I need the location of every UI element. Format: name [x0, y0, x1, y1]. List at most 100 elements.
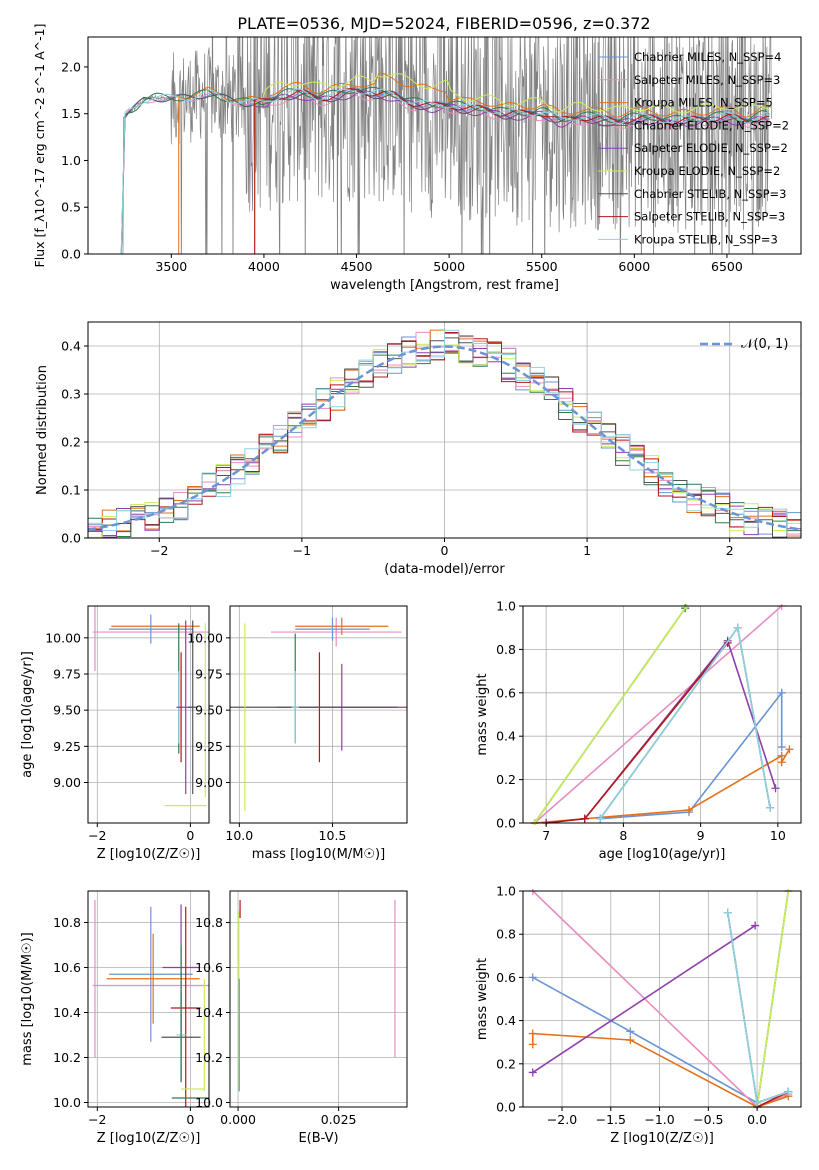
y-axis-label: mass weight	[475, 673, 490, 755]
x-tick-label: 0	[441, 543, 449, 558]
y-tick-label: 10.4	[195, 1005, 223, 1020]
x-tick-label: 10.0	[225, 828, 253, 843]
y-tick-label: 0.0	[61, 247, 81, 262]
model-spectrum	[254, 88, 770, 254]
y-tick-label: 0.4	[61, 339, 81, 354]
series	[530, 604, 794, 825]
y-tick-label: 9.25	[53, 739, 81, 754]
legend-label: Chabrier STELIB, N_SSP=3	[634, 187, 786, 201]
series-marker	[528, 1040, 537, 1049]
y-tick-label: 10.0	[195, 1095, 223, 1110]
y-tick-label: 0.1	[61, 483, 81, 498]
x-axis-label: Z [log10(Z/Z☉)]	[97, 1131, 201, 1146]
legend-label: Kroupa STELIB, N_SSP=3	[634, 232, 778, 246]
y-tick-label: 10.8	[53, 915, 81, 930]
legend-label: Salpeter MILES, N_SSP=3	[634, 73, 780, 87]
y-tick-label: 0.0	[496, 1100, 516, 1115]
x-tick-label: 7	[542, 828, 550, 843]
data-spectrum	[115, 37, 772, 254]
x-tick-label: −0.5	[693, 1112, 723, 1127]
panel-age-vs-mass: 10.0 10.5 9.00 9.25 9.50 9.75 10.00 mass [log10…	[187, 605, 408, 862]
axes-frame	[522, 605, 802, 824]
y-tick-label: 0.8	[496, 642, 516, 657]
axes-frame	[522, 890, 802, 1108]
series-line	[756, 890, 790, 1108]
y-tick-label: 10.8	[195, 915, 223, 930]
series-marker	[733, 623, 742, 632]
panel-spectrum: 3500 4000 4500 5000 5500 6000 6500 0.0 0.5 1.0 1.5…	[32, 24, 802, 293]
y-tick-label: 1.0	[496, 884, 516, 899]
series-marker	[528, 973, 537, 982]
series-marker	[626, 1036, 635, 1045]
y-tick-label: 0.2	[61, 435, 81, 450]
axes-frame	[87, 890, 210, 1108]
x-tick-label: 5000	[433, 259, 465, 274]
errorbars	[92, 606, 209, 807]
x-tick-label: 10.5	[319, 828, 347, 843]
model-spectrum	[120, 88, 770, 254]
x-tick-label: 5500	[526, 259, 558, 274]
errorbars	[230, 617, 407, 812]
x-axis-label: mass [log10(M/M☉)]	[252, 847, 385, 862]
x-tick-label: 0.0	[747, 1112, 767, 1127]
legend-label: Salpeter STELIB, N_SSP=3	[634, 210, 785, 224]
y-axis-label: Normed distribution	[35, 365, 50, 495]
y-tick-label: 10.4	[53, 1005, 81, 1020]
series-marker	[777, 743, 786, 752]
series-marker	[580, 814, 589, 823]
x-tick-label: 6500	[711, 259, 743, 274]
x-tick-label: 10	[770, 828, 786, 843]
legend-label: Salpeter ELODIE, N_SSP=2	[634, 141, 788, 155]
errorbars	[238, 900, 396, 1092]
y-tick-label: 0.4	[496, 729, 516, 744]
x-axis-label: E(B-V)	[298, 1131, 338, 1146]
y-tick-label: 9.75	[195, 666, 223, 681]
series-marker	[528, 1029, 537, 1038]
y-tick-label: 0.2	[496, 1056, 516, 1071]
y-tick-label: 10.6	[195, 960, 223, 975]
x-axis-label: Z [log10(Z/Z☉)]	[97, 847, 201, 862]
series-marker	[777, 758, 786, 767]
x-tick-label: 1	[583, 543, 591, 558]
model-spectrum	[254, 73, 770, 254]
panel-residuals: −2 −1 0 1 2 0.0 0.1 0.2 0.3 0.4 (data-model)/error…	[35, 321, 802, 577]
x-tick-label: −1	[293, 543, 311, 558]
y-tick-label: 9.25	[195, 739, 223, 754]
series	[528, 889, 793, 1109]
legend-label: Kroupa ELODIE, N_SSP=2	[634, 164, 780, 178]
series-marker	[528, 1068, 537, 1077]
axes-frame	[87, 36, 802, 255]
x-tick-label: 0	[186, 1112, 194, 1127]
y-axis-label: mass weight	[475, 958, 490, 1040]
legend-label: Kroupa MILES, N_SSP=5	[634, 96, 773, 110]
series-marker	[766, 803, 775, 812]
series-marker	[723, 908, 732, 917]
model-spectrum	[178, 72, 772, 254]
legend-label: Chabrier MILES, N_SSP=4	[634, 50, 781, 64]
x-tick-label: −1.0	[644, 1112, 674, 1127]
x-tick-label: 0	[186, 828, 194, 843]
series-marker	[751, 921, 760, 930]
y-tick-label: 10.6	[53, 960, 81, 975]
panel-mass-vs-Z: −2 0 10.0 10.2 10.4 10.6 10.8 Z [log10(Z/Z☉)] ma…	[20, 890, 210, 1146]
panel-mw-vs-age: 7 8 9 10 0.0 0.2 0.4 0.6 0.8 1.0 age [log10(age/yr…	[475, 599, 802, 862]
y-tick-label: 9.00	[53, 775, 81, 790]
spectrum-lines	[115, 37, 772, 254]
residual-histogram	[88, 329, 801, 537]
x-tick-label: 0.000	[220, 1112, 256, 1127]
series-line	[532, 924, 756, 1074]
series-marker	[626, 1027, 635, 1036]
x-tick-label: 0.025	[321, 1112, 357, 1127]
series-marker	[685, 805, 694, 814]
model-spectrum	[120, 86, 770, 254]
y-axis-label: age [log10(age/yr)]	[20, 651, 35, 778]
y-tick-label: 10.2	[195, 1050, 223, 1065]
x-tick-label: −2.0	[547, 1112, 577, 1127]
figure-title: PLATE=0536, MJD=52024, FIBERID=0596, z=0…	[237, 14, 650, 33]
y-tick-label: 0.2	[496, 772, 516, 787]
y-axis-label: mass [log10(M/M☉)]	[20, 932, 35, 1065]
x-tick-label: −2	[88, 1112, 106, 1127]
y-tick-label: 9.50	[195, 703, 223, 718]
y-tick-label: 10.0	[53, 1095, 81, 1110]
